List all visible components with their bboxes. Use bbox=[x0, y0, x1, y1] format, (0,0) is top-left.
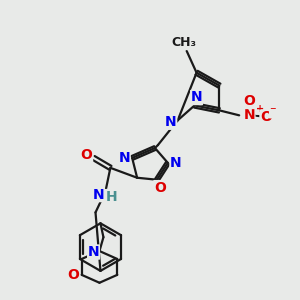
Text: N: N bbox=[170, 156, 182, 170]
Text: N: N bbox=[118, 151, 130, 165]
Text: CH₃: CH₃ bbox=[171, 37, 196, 50]
Text: N: N bbox=[243, 108, 255, 122]
Text: N: N bbox=[191, 91, 203, 104]
Text: ⁻: ⁻ bbox=[269, 105, 276, 118]
Text: O: O bbox=[154, 181, 166, 195]
Text: N: N bbox=[88, 245, 99, 259]
Text: +: + bbox=[256, 104, 264, 114]
Text: O: O bbox=[260, 110, 272, 124]
Text: O: O bbox=[81, 148, 92, 162]
Text: O: O bbox=[243, 94, 255, 109]
Text: O: O bbox=[67, 268, 79, 282]
Text: N: N bbox=[93, 188, 104, 202]
Text: N: N bbox=[165, 115, 177, 129]
Text: H: H bbox=[106, 190, 117, 204]
